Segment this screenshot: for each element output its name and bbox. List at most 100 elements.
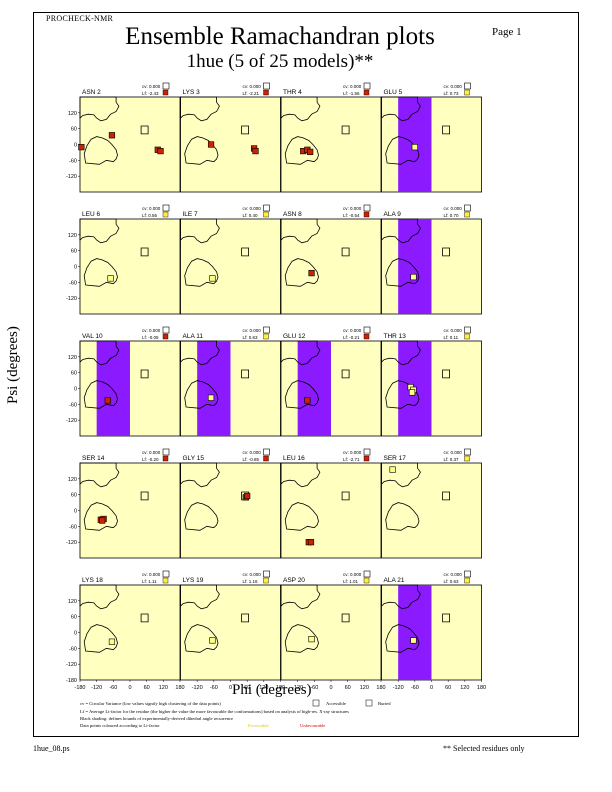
note-buried: Buried bbox=[378, 701, 391, 706]
legend-box-cv bbox=[263, 82, 270, 90]
residue-label: SER 17 bbox=[384, 455, 407, 462]
x-tick-label: 120 bbox=[360, 685, 369, 691]
panel-ser-14: SER 14 cv: 0.000 Lf: -0.20 -120 -60 0 60 120 bbox=[66, 448, 181, 559]
x-tick-label: 120 bbox=[159, 685, 168, 691]
lf-value: Lf: 1.01 bbox=[343, 579, 359, 584]
lf-value: Lf: 1.16 bbox=[243, 579, 259, 584]
data-point-1 bbox=[108, 638, 116, 645]
left-helix-region bbox=[341, 125, 350, 135]
residue-label: ILE 7 bbox=[183, 211, 199, 218]
legend-box-cv bbox=[263, 204, 270, 212]
note-colouring: Data points coloured according to Li-fac… bbox=[80, 723, 160, 728]
lf-value: Lf: 0.63 bbox=[444, 579, 460, 584]
y-tick-label-bottom: -180 bbox=[66, 678, 77, 684]
accessible-icon bbox=[312, 699, 320, 707]
beta-region bbox=[381, 462, 421, 488]
lf-value: Lf: -1.56 bbox=[343, 91, 360, 96]
data-point-1 bbox=[107, 275, 114, 282]
lf-value: Lf: -2.71 bbox=[343, 457, 360, 462]
panel-background bbox=[381, 462, 482, 559]
alpha-region bbox=[83, 380, 118, 409]
legend-box-lf bbox=[464, 211, 470, 218]
y-tick-label: 60 bbox=[71, 493, 77, 499]
residue-label: LEU 16 bbox=[283, 455, 305, 462]
panel-lys-19: LYS 19 cv: 0.000 Lf: 1.16 bbox=[180, 570, 281, 681]
gly-band bbox=[297, 341, 331, 436]
y-tick-label: -120 bbox=[66, 296, 77, 302]
legend-box-lf bbox=[464, 455, 470, 462]
panel-gly-15: GLY 15 cv: 0.000 Lf: -0.85 bbox=[180, 448, 281, 559]
data-point-1 bbox=[304, 397, 311, 404]
y-tick-label: 0 bbox=[74, 387, 77, 393]
panel-background bbox=[79, 584, 181, 681]
note-cv: cv = Circular Variance (low values signi… bbox=[80, 701, 221, 706]
cv-value: cv: 0.000 bbox=[444, 84, 463, 89]
panel-background bbox=[280, 584, 382, 681]
y-tick-label: -120 bbox=[66, 662, 77, 668]
gly-band bbox=[398, 585, 432, 680]
beta-region bbox=[180, 462, 220, 488]
left-helix-region bbox=[341, 247, 350, 257]
beta-region bbox=[381, 96, 421, 122]
left-helix-region bbox=[140, 613, 149, 623]
panel-ala-21: ALA 21 cv: 0.000 Lf: 0.63 bbox=[381, 570, 482, 681]
data-point-1 bbox=[308, 635, 315, 643]
alpha-region bbox=[284, 258, 319, 287]
residue-label: ASN 2 bbox=[82, 89, 101, 96]
lf-value: Lf: -0.54 bbox=[343, 213, 360, 218]
panel-ala-11: ALA 11 cv: 0.000 Lf: 0.63 bbox=[180, 326, 281, 437]
alpha-region bbox=[385, 624, 420, 653]
legend-box-lf bbox=[263, 455, 269, 462]
program-name: PROCHECK-NMR bbox=[46, 14, 114, 23]
legend-box-cv bbox=[464, 326, 471, 334]
alpha-region bbox=[83, 258, 118, 287]
y-tick-label: -120 bbox=[66, 418, 77, 424]
lf-value: Lf: -2.21 bbox=[243, 91, 260, 96]
legend-box-lf bbox=[464, 89, 470, 96]
x-tick-label: 180 bbox=[276, 685, 285, 691]
panel-background bbox=[280, 218, 382, 315]
cv-value: cv: 0.000 bbox=[343, 450, 362, 455]
legend-box-lf bbox=[162, 89, 169, 96]
residue-label: ALA 21 bbox=[384, 577, 405, 584]
data-point-1 bbox=[308, 269, 315, 277]
left-helix-region bbox=[442, 613, 451, 623]
panel-background bbox=[79, 96, 181, 193]
legend-box-cv bbox=[464, 204, 471, 212]
legend-box-lf bbox=[363, 455, 370, 462]
x-tick-label: 60 bbox=[445, 685, 451, 691]
lf-value: Lf: -2.43 bbox=[142, 91, 159, 96]
residue-label: ALA 9 bbox=[384, 211, 402, 218]
data-point-1 bbox=[410, 273, 417, 281]
beta-region bbox=[381, 584, 421, 610]
y-tick-label: 120 bbox=[68, 355, 77, 361]
legend-box-cv bbox=[363, 82, 371, 90]
cv-value: cv: 0.000 bbox=[444, 450, 463, 455]
alpha-region bbox=[284, 624, 319, 653]
legend-box-cv bbox=[162, 570, 170, 578]
y-tick-label: 0 bbox=[74, 509, 77, 515]
alpha-region bbox=[83, 136, 118, 165]
beta-region bbox=[280, 218, 321, 244]
left-helix-region bbox=[241, 613, 250, 623]
data-point-3 bbox=[99, 517, 106, 524]
panel-val-10: VAL 10 cv: 0.000 Lf: -0.05 -120 -60 0 60 120 bbox=[66, 326, 181, 437]
panel-background bbox=[180, 584, 281, 681]
note-boundaries: Black shading: defines bounds of experim… bbox=[80, 716, 234, 721]
residue-label: LYS 18 bbox=[82, 577, 103, 584]
y-tick-label: 60 bbox=[71, 249, 77, 255]
alpha-region bbox=[184, 624, 219, 653]
x-tick-label: 180 bbox=[376, 685, 385, 691]
beta-region bbox=[180, 96, 220, 122]
data-point-1 bbox=[78, 144, 85, 151]
x-tick-label: -60 bbox=[109, 685, 117, 691]
beta-region bbox=[381, 218, 421, 244]
data-point-1 bbox=[209, 637, 216, 644]
x-tick-label: -120 bbox=[393, 685, 404, 691]
alpha-region bbox=[184, 380, 219, 409]
data-point-1 bbox=[207, 141, 215, 148]
note-lf: Lf = Average Li-factor for the residue (… bbox=[80, 709, 349, 714]
beta-region bbox=[180, 584, 220, 610]
left-helix-region bbox=[140, 491, 149, 501]
